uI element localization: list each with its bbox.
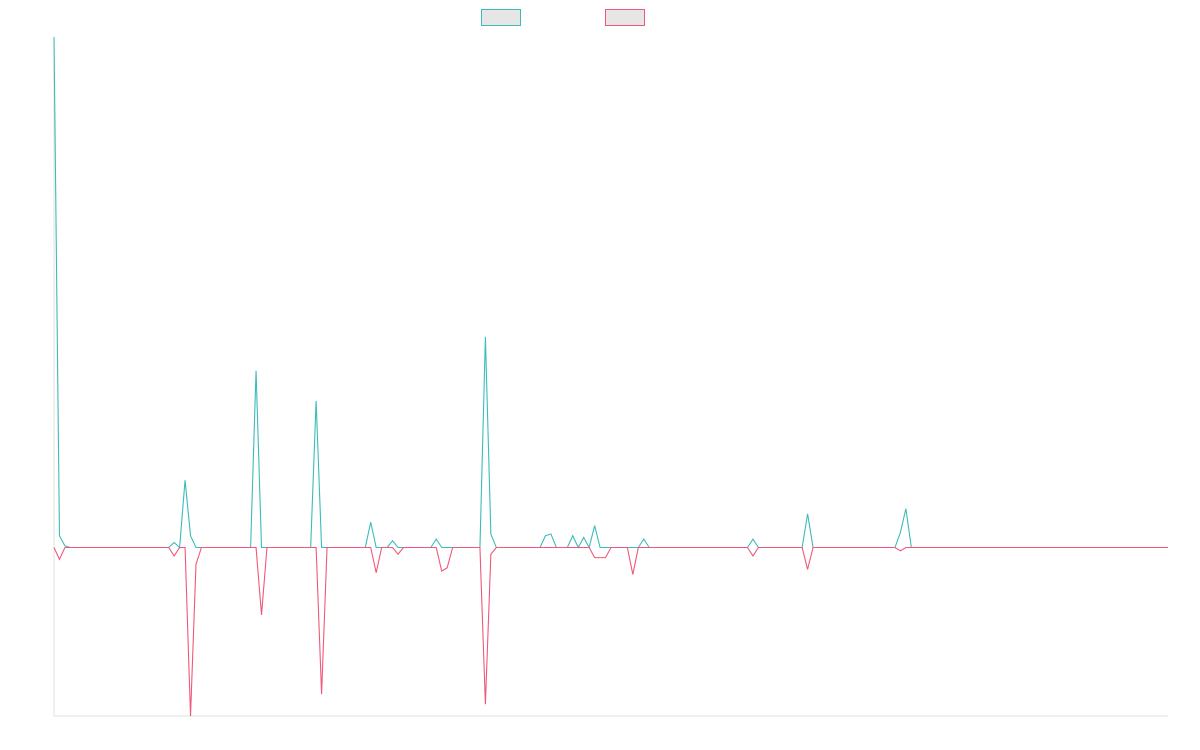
series-line-1 [53, 36, 1168, 550]
legend-swatch-2[interactable] [605, 9, 645, 26]
axes [53, 37, 1168, 717]
legend [481, 9, 645, 26]
legend-swatch-1[interactable] [481, 9, 521, 26]
series-line-2 [53, 546, 1168, 717]
series-layer [53, 36, 1168, 717]
